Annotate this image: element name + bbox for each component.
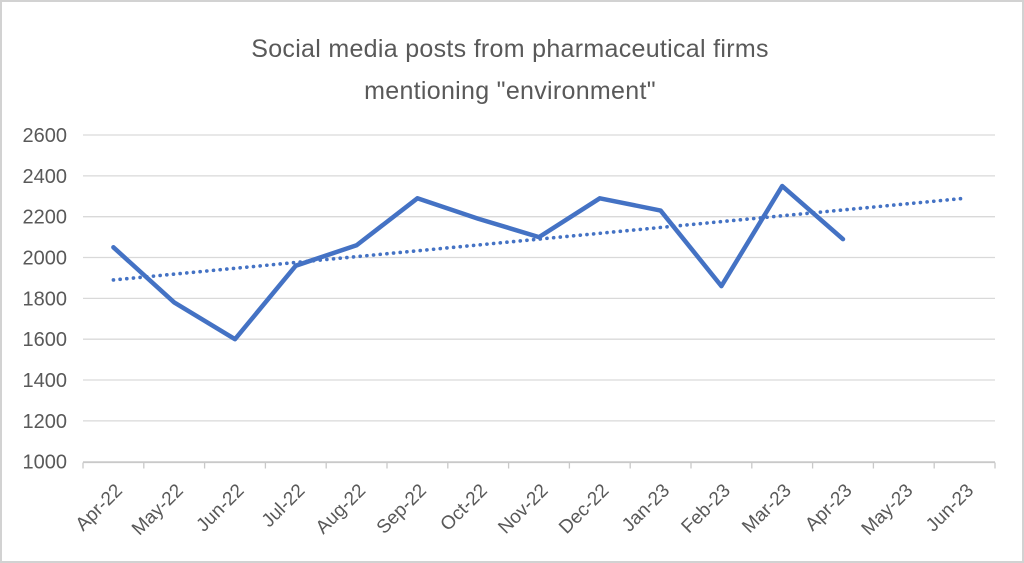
x-axis-tick-label: Sep-22	[373, 480, 431, 538]
y-axis-tick-label: 1800	[23, 288, 68, 310]
y-axis-tick-label: 1000	[23, 452, 68, 474]
x-axis-tick-label: Dec-22	[555, 480, 613, 538]
x-axis-tick-label: Jul-22	[258, 480, 309, 531]
y-axis-tick-label: 2600	[23, 125, 68, 147]
plot-series	[111, 183, 967, 342]
data-series-line	[111, 183, 846, 342]
y-axis-tick-label: 2400	[23, 166, 68, 188]
y-axis-tick-label: 1200	[23, 411, 68, 433]
x-axis-tick-label: Mar-23	[738, 480, 795, 537]
chart-title-line2: mentioning "environment"	[364, 77, 656, 105]
x-axis	[82, 461, 996, 469]
x-axis-tick-label: Jan-23	[618, 480, 674, 536]
x-axis-labels: Apr-22 May-22 Jun-22 Jul-22 Aug-22 Sep-22 Oct-…	[72, 480, 978, 540]
chart-title-line1: Social media posts from pharmaceutical f…	[251, 35, 769, 63]
x-axis-tick-label: Jun-22	[193, 480, 249, 536]
x-axis-tick-label: Apr-23	[801, 480, 856, 535]
x-axis-tick-label: Apr-22	[72, 480, 127, 535]
gridlines	[83, 134, 995, 463]
x-axis-tick-label: Feb-23	[678, 480, 735, 537]
y-axis-tick-label: 1400	[23, 370, 68, 392]
x-axis-tick-label: Oct-22	[437, 480, 492, 535]
x-axis-tick-label: May-23	[858, 480, 918, 540]
y-axis-labels: 2600 2400 2200 2000 1800 1600 1400 1200 1000	[23, 125, 68, 474]
x-axis-tick-label: May-22	[128, 480, 188, 540]
linear-trendline	[111, 196, 967, 282]
y-axis-tick-label: 2000	[23, 248, 68, 270]
x-axis-tick-label: Nov-22	[494, 480, 552, 538]
x-axis-tick-label: Jun-23	[922, 480, 978, 536]
y-axis-tick-label: 2200	[23, 207, 68, 229]
x-axis-tick-label: Aug-22	[312, 480, 370, 538]
y-axis-tick-label: 1600	[23, 329, 68, 351]
